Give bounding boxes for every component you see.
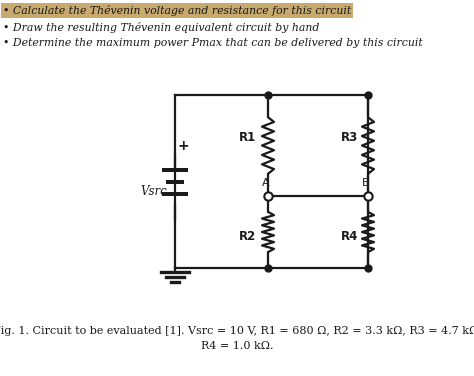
Text: Fig. 1. Circuit to be evaluated [1]. Vsrc = 10 V, R1 = 680 Ω, R2 = 3.3 kΩ, R3 = : Fig. 1. Circuit to be evaluated [1]. Vsr… [0,326,474,336]
Text: R1: R1 [239,131,256,144]
Text: +: + [177,139,189,153]
Text: R4: R4 [341,229,358,243]
Text: R3: R3 [341,131,358,144]
Text: • Calculate the Thévenin voltage and resistance for this circuit: • Calculate the Thévenin voltage and res… [3,5,351,16]
Text: • Determine the maximum power Pmax that can be delivered by this circuit: • Determine the maximum power Pmax that … [3,38,423,48]
Text: A: A [262,178,270,188]
Text: R4 = 1.0 kΩ.: R4 = 1.0 kΩ. [201,341,273,351]
Text: • Draw the resulting Thévenin equivalent circuit by hand: • Draw the resulting Thévenin equivalent… [3,22,319,33]
Text: R2: R2 [239,229,256,243]
Text: B: B [362,178,370,188]
Text: Vsrc: Vsrc [140,185,167,198]
